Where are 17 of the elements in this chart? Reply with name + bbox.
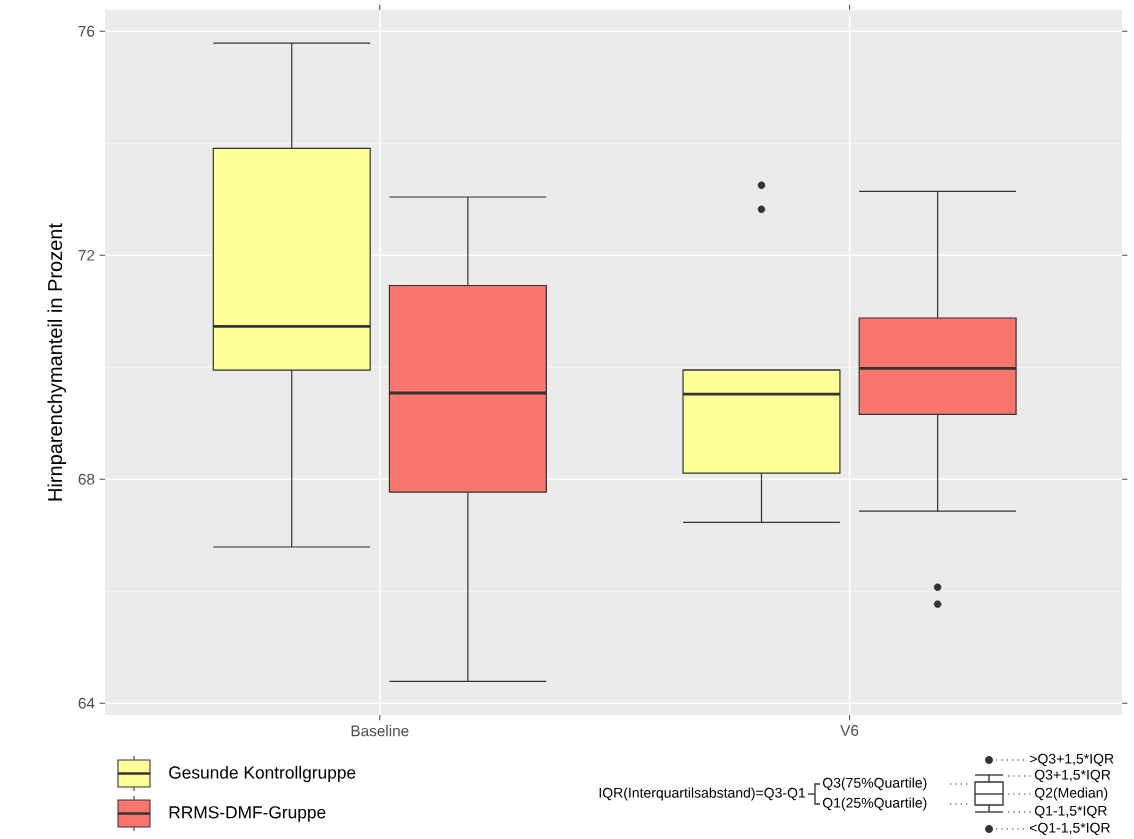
y-tick-label: 68 [78,473,95,485]
text: Q1-1,5*IQR [1034,805,1107,819]
x-tick-label: V6 [840,725,859,736]
text: Q2(Median) [1034,787,1108,801]
text: Q3(75%Quartile) [822,777,927,791]
text: Q3+1,5*IQR [1034,769,1111,783]
text: <Q1-1,5*IQR [1029,822,1110,836]
legend-label: Gesunde Kontrollgruppe [169,765,356,783]
y-axis-title: Hirnparenchymanteil in Prozent [47,223,67,501]
x-tick-label: Baseline [351,725,409,737]
text: IQR(Interquartilsabstand)=Q3-Q1 [599,787,806,801]
text: >Q3+1,5*IQR [1029,753,1114,767]
y-tick-label: 64 [78,697,95,709]
y-tick-label: 76 [78,25,95,37]
y-tick-label: 72 [78,249,95,261]
legend-label: RRMS-DMF-Gruppe [169,806,326,822]
text: Q1(25%Quartile) [822,797,927,811]
